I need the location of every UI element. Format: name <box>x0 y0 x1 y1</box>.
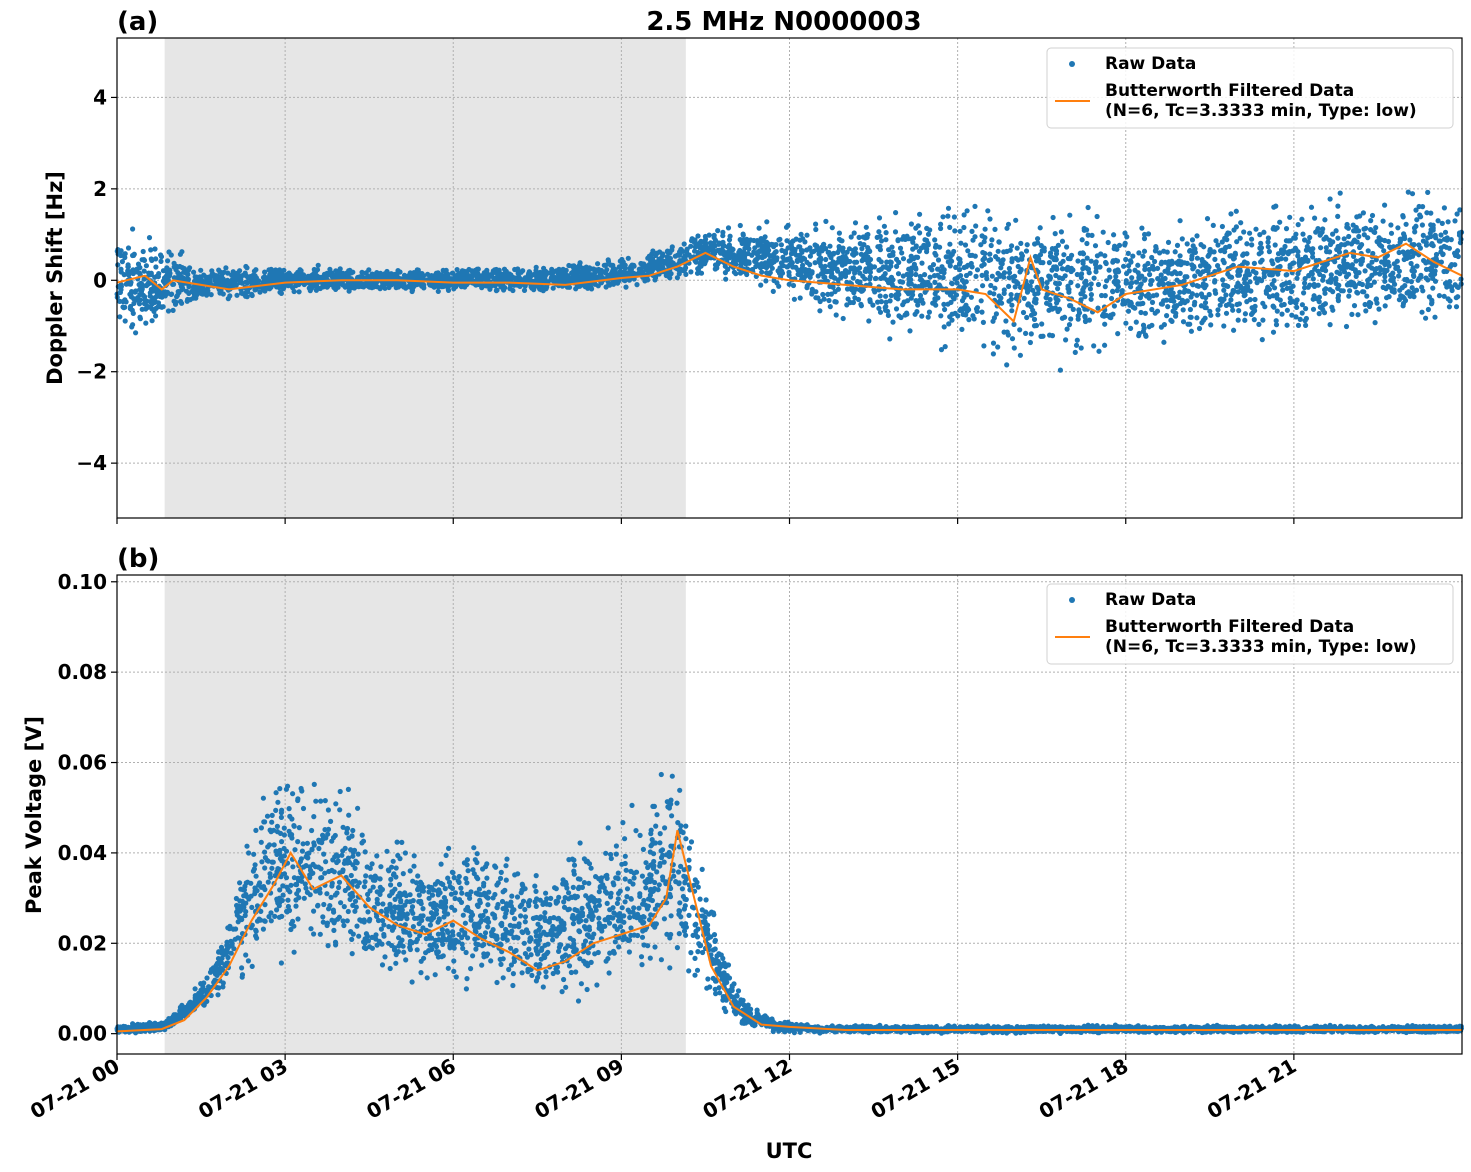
legend-filtered-label-b: Butterworth Filtered Data <box>1105 617 1354 637</box>
shade-region-b <box>164 575 686 1054</box>
x-tick-label-7: 07-21 21 <box>1203 1054 1301 1124</box>
x-ticks-a <box>116 518 1295 524</box>
x-tick-label-2: 07-21 06 <box>362 1054 460 1124</box>
figure-title: 2.5 MHz N0000003 <box>646 7 921 37</box>
x-ticks-b <box>116 1054 1295 1060</box>
y-tick-label-0: 0.10 <box>58 570 107 594</box>
x-tick-labels: 07-21 00 07-21 03 07-21 06 07-21 09 07-21 12… <box>26 1054 1300 1124</box>
x-tick-label-3: 07-21 09 <box>530 1054 628 1124</box>
filtered-data-line-a <box>116 242 1463 324</box>
legend-raw-label-a: Raw Data <box>1105 54 1196 74</box>
raw-data-points-b <box>114 771 1465 1037</box>
y-ticks-a: 4 2 0 −2 −4 <box>76 85 117 475</box>
legend-raw-marker-a <box>1069 61 1075 67</box>
y-tick-label-2: 0.06 <box>58 751 107 775</box>
y-tick-label-1: 2 <box>93 177 107 201</box>
x-tick-label-0: 07-21 00 <box>26 1054 124 1124</box>
y-ticks-b: 0.10 0.08 0.06 0.04 0.02 0.00 <box>58 570 117 1046</box>
legend-filtered-params-b: (N=6, Tc=3.3333 min, Type: low) <box>1105 637 1417 657</box>
x-axis-label: UTC <box>766 1139 813 1163</box>
y-axis-label-b: Peak Voltage [V] <box>22 716 46 914</box>
y-tick-label-5: 0.00 <box>58 1022 107 1046</box>
legend-b: Raw Data Butterworth Filtered Data (N=6,… <box>1046 583 1454 665</box>
y-tick-label-3: 0.04 <box>58 841 107 865</box>
x-tick-label-4: 07-21 12 <box>698 1054 796 1124</box>
legend-a: Raw Data Butterworth Filtered Data (N=6,… <box>1046 47 1454 129</box>
y-axis-label-a: Doppler Shift [Hz] <box>43 171 67 385</box>
y-tick-label-2: 0 <box>93 268 107 292</box>
legend-filtered-params-a: (N=6, Tc=3.3333 min, Type: low) <box>1105 101 1417 121</box>
panel-a-doppler: 4 2 0 −2 −4 (a) Doppler Shift [Hz] Raw Data … <box>43 7 1465 524</box>
y-tick-label-4: 0.02 <box>58 931 107 955</box>
legend-raw-marker-b <box>1069 597 1075 603</box>
legend-box-b <box>1046 583 1454 665</box>
filtered-data-line-b <box>116 830 1462 1033</box>
y-tick-label-3: −2 <box>76 360 107 384</box>
legend-raw-label-b: Raw Data <box>1105 590 1196 610</box>
legend-box-a <box>1046 47 1454 129</box>
raw-data-scatter-b <box>114 771 1465 1037</box>
panel-label-a: (a) <box>117 7 158 37</box>
legend-filtered-label-a: Butterworth Filtered Data <box>1105 81 1354 101</box>
panel-label-b: (b) <box>117 544 159 574</box>
panel-b-peak-voltage: 0.10 0.08 0.06 0.04 0.02 0.00 (b) Peak Voltag… <box>22 544 1465 1060</box>
x-tick-label-6: 07-21 18 <box>1035 1054 1133 1124</box>
y-tick-label-0: 4 <box>93 85 107 109</box>
y-tick-label-4: −4 <box>76 451 107 475</box>
y-tick-label-1: 0.08 <box>58 660 107 684</box>
x-tick-label-5: 07-21 15 <box>867 1054 965 1124</box>
x-tick-label-1: 07-21 03 <box>194 1054 292 1124</box>
